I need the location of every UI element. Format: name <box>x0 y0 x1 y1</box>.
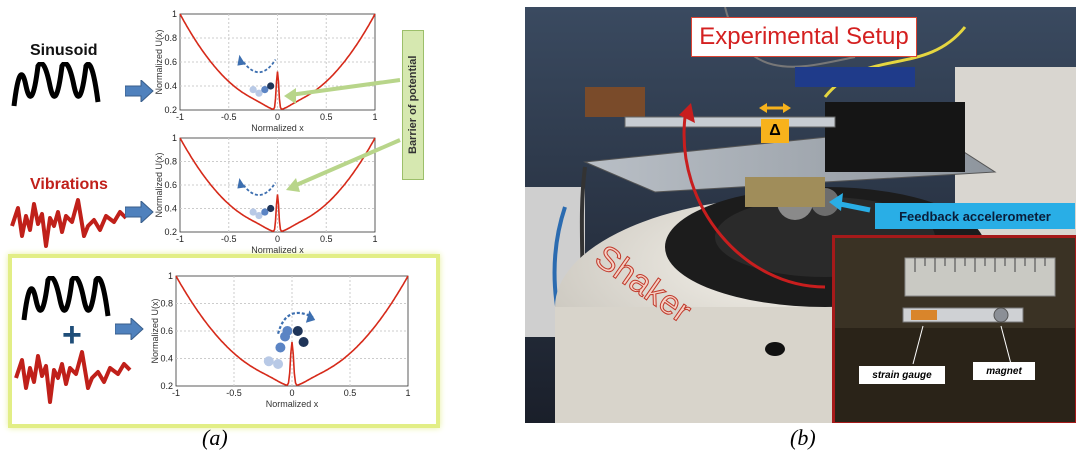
vibrations-label: Vibrations <box>30 176 108 193</box>
vibrations-waveform <box>14 350 132 404</box>
potential-plot-3: -1 -0.5 0 0.5 1 0.2 0.4 0.6 0.8 1 Normalized x Norm… <box>150 271 411 409</box>
sinusoid-label: Sinusoid <box>30 42 98 59</box>
y-axis-label: Normalized U(x) <box>154 29 164 94</box>
caption-a: (a) <box>202 425 228 450</box>
strain-gauge-label: strain gauge <box>859 366 945 384</box>
particle-dot <box>249 86 257 94</box>
x-tick-label: 1 <box>372 234 377 244</box>
x-tick-label: -1 <box>172 388 180 398</box>
y-tick-label: 0.2 <box>164 105 177 115</box>
sinusoid-waveform <box>21 276 111 321</box>
y-tick-label: 0.8 <box>164 33 177 43</box>
particle-dot <box>249 208 257 216</box>
feedback-accelerometer-label: Feedback accelerometer <box>875 203 1075 229</box>
y-tick-label: 0.2 <box>164 227 177 237</box>
x-tick-label: 0.5 <box>320 112 333 122</box>
x-axis-label: Normalized x <box>251 123 304 132</box>
experimental-setup-title: Experimental Setup <box>691 17 917 57</box>
oscillation-arrowhead <box>237 54 246 66</box>
y-tick-label: 0.2 <box>160 381 173 391</box>
y-tick-label: 0.4 <box>160 354 173 364</box>
x-tick-label: -0.5 <box>221 112 237 122</box>
x-axis-label: Normalized x <box>251 245 304 254</box>
panel-a: Sinusoid Vibrations + -1 -0.5 0 0.5 1 0.2 0.4 0… <box>0 0 460 453</box>
particle-dot <box>282 326 293 336</box>
arrow-icon <box>125 201 154 223</box>
y-axis-label: Normalized U(x) <box>154 152 164 217</box>
particle-dot <box>261 86 269 94</box>
particle-dot <box>275 342 286 353</box>
sinusoid-waveform <box>11 62 101 107</box>
y-tick-label: 0.4 <box>164 81 177 91</box>
plus-sign: + <box>62 316 82 354</box>
potential-curve <box>179 13 376 111</box>
vibrations-waveform <box>10 198 128 248</box>
y-tick-label: 0.8 <box>160 299 173 309</box>
arrow-icon <box>115 318 144 340</box>
x-tick-label: 0 <box>275 112 280 122</box>
x-tick-label: 1 <box>372 112 377 122</box>
x-tick-label: 0 <box>275 234 280 244</box>
x-tick-label: -1 <box>176 112 184 122</box>
y-tick-label: 0.4 <box>164 204 177 214</box>
x-tick-label: 0.5 <box>320 234 333 244</box>
beam-inset-photo: strain gauge magnet <box>832 235 1076 423</box>
particle-dot <box>267 82 275 90</box>
y-tick-label: 1 <box>172 9 177 19</box>
x-tick-label: 0.5 <box>344 388 357 398</box>
y-tick-label: 1 <box>172 133 177 143</box>
particle-dot <box>298 337 309 347</box>
x-tick-label: -1 <box>176 234 184 244</box>
x-tick-label: -0.5 <box>221 234 237 244</box>
potential-plot-1: -1 -0.5 0 0.5 1 0.2 0.4 0.6 0.8 1 Normalized x Norm… <box>154 9 378 132</box>
particle-dot <box>292 326 303 336</box>
arrow-icon <box>125 80 154 102</box>
y-axis-label: Normalized U(x) <box>150 298 160 363</box>
barrier-of-potential-label: Barrier of potential <box>402 30 424 180</box>
potential-curve <box>175 275 409 386</box>
y-tick-label: 0.6 <box>164 57 177 67</box>
particle-dot <box>273 359 284 369</box>
particle-dot <box>263 356 274 367</box>
x-axis-label: Normalized x <box>266 399 319 409</box>
inset-background <box>835 238 1075 422</box>
delta-gap-label: Δ <box>761 119 789 143</box>
magnet-label: magnet <box>973 362 1035 380</box>
y-tick-label: 0.6 <box>160 326 173 336</box>
particle-dot <box>267 204 275 213</box>
experimental-setup-photo: Experimental Setup Δ Feedback accelerome… <box>525 7 1076 423</box>
y-tick-label: 0.6 <box>164 180 177 190</box>
x-tick-label: 0 <box>289 388 294 398</box>
x-tick-label: -0.5 <box>226 388 242 398</box>
oscillation-arrow <box>242 59 277 74</box>
y-tick-label: 0.8 <box>164 157 177 167</box>
oscillation-arrowhead <box>237 177 246 189</box>
caption-b: (b) <box>790 425 816 450</box>
barrier-pointer-arrows <box>284 78 401 192</box>
particle-dot <box>255 211 263 220</box>
potential-curve <box>179 137 376 233</box>
x-tick-label: 1 <box>405 388 410 398</box>
potential-plot-2: -1 -0.5 0 0.5 1 0.2 0.4 0.6 0.8 1 Normalized x Norm… <box>154 133 378 254</box>
particle-dot <box>261 208 269 216</box>
oscillation-arrow <box>242 182 277 196</box>
jump-arrowhead <box>305 310 316 323</box>
particle-dot <box>255 89 263 97</box>
y-tick-label: 1 <box>168 271 173 281</box>
